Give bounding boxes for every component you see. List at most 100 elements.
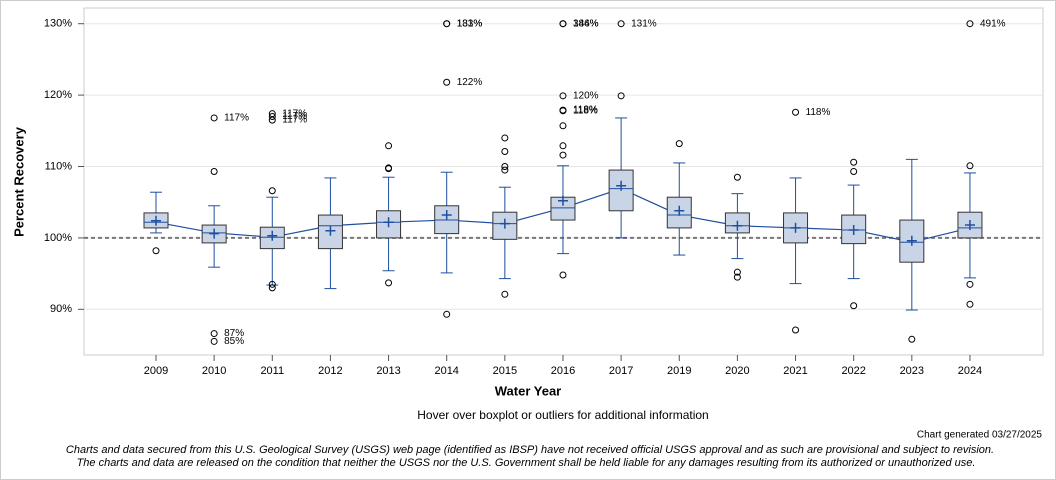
outlier xyxy=(966,20,974,28)
outlier xyxy=(210,330,218,338)
x-tick-label: 2013 xyxy=(376,365,400,377)
outlier-label: 120% xyxy=(573,90,599,101)
outlier xyxy=(733,173,741,181)
outlier xyxy=(733,273,741,281)
mean-marker xyxy=(499,218,510,229)
y-tick-label: 120% xyxy=(44,89,72,101)
mean-marker xyxy=(151,215,161,226)
y-axis-label: Percent Recovery xyxy=(11,126,26,237)
x-axis-label: Water Year xyxy=(495,383,562,398)
outlier xyxy=(850,158,858,166)
x-tick-label: 2015 xyxy=(493,365,517,377)
outlier xyxy=(501,148,509,156)
outlier-label: 117% xyxy=(282,111,307,122)
disclaimer: The charts and data are released on the … xyxy=(77,457,976,469)
x-tick-label: 2010 xyxy=(202,365,226,377)
outlier xyxy=(385,279,393,287)
plot-frame xyxy=(83,7,1044,356)
box xyxy=(957,211,983,239)
x-tick-label: 2024 xyxy=(958,365,982,377)
outlier-label: 85% xyxy=(224,336,244,347)
y-tick-label: 90% xyxy=(50,303,72,315)
x-tick-label: 2014 xyxy=(434,365,458,377)
outlier xyxy=(559,151,567,159)
outlier xyxy=(268,284,276,292)
outlier xyxy=(385,165,393,173)
x-tick-label: 2009 xyxy=(144,365,168,377)
x-tick-label: 2016 xyxy=(551,365,575,377)
outlier xyxy=(559,107,567,115)
outlier xyxy=(675,140,683,148)
subtitle: Hover over boxplot or outliers for addit… xyxy=(417,408,708,422)
box xyxy=(899,219,925,263)
outlier xyxy=(908,335,916,343)
y-tick-label: 110% xyxy=(45,160,73,172)
outlier xyxy=(501,163,509,171)
outlier-label: 131% xyxy=(457,18,483,29)
x-tick-label: 2022 xyxy=(841,365,865,377)
outlier xyxy=(792,326,800,334)
plot-area xyxy=(143,117,983,311)
outlier xyxy=(210,337,218,345)
outlier xyxy=(268,280,276,288)
disclaimer: Charts and data secured from this U.S. G… xyxy=(66,444,994,456)
x-tick-label: 2023 xyxy=(900,365,924,377)
mean-marker xyxy=(848,225,859,236)
generated-note: Chart generated 03/27/2025 xyxy=(917,430,1043,441)
outlier-label: 117% xyxy=(282,115,307,126)
outlier xyxy=(966,162,974,170)
y-tick-label: 130% xyxy=(44,18,72,30)
outlier xyxy=(850,168,858,176)
outlier xyxy=(501,290,509,298)
mean-marker xyxy=(383,217,394,228)
outlier xyxy=(850,302,858,310)
outlier-label: 87% xyxy=(224,328,244,339)
mean-marker xyxy=(616,180,627,191)
outlier-label: 346% xyxy=(573,18,599,29)
outlier-label: 184% xyxy=(573,18,599,29)
y-tick-label: 100% xyxy=(44,232,72,244)
outlier-label: 118% xyxy=(573,105,598,116)
outlier xyxy=(268,116,276,124)
mean-marker xyxy=(790,222,801,233)
outlier xyxy=(559,92,567,100)
x-tick-label: 2020 xyxy=(725,365,749,377)
mean-marker xyxy=(674,205,685,216)
outlier-label: 118% xyxy=(573,105,598,116)
outlier-label: 118% xyxy=(806,107,831,118)
x-tick-label: 2017 xyxy=(609,365,633,377)
mean-marker xyxy=(732,220,743,231)
outlier xyxy=(792,108,800,116)
mean-marker xyxy=(325,225,336,236)
outlier-label: 117% xyxy=(224,113,249,124)
outlier-label: 117% xyxy=(282,108,307,119)
outlier xyxy=(210,114,218,122)
outlier xyxy=(501,166,509,174)
outlier xyxy=(443,78,451,86)
outlier xyxy=(210,168,218,176)
x-tick-label: 2012 xyxy=(318,365,342,377)
outlier-label: 183% xyxy=(457,18,483,29)
outlier xyxy=(268,113,276,121)
outlier xyxy=(385,142,393,150)
x-tick-label: 2019 xyxy=(667,365,691,377)
outlier xyxy=(966,300,974,308)
outlier xyxy=(559,142,567,150)
mean-marker xyxy=(267,230,278,241)
mean-marker xyxy=(906,235,917,246)
outlier xyxy=(617,92,625,100)
outlier xyxy=(733,268,741,276)
outlier xyxy=(617,20,625,28)
x-tick-label: 2011 xyxy=(260,365,284,377)
mean-marker xyxy=(964,220,975,231)
outlier xyxy=(559,271,567,279)
outlier xyxy=(152,247,160,255)
outlier xyxy=(443,310,451,318)
outlier xyxy=(559,20,567,28)
x-tick-label: 2021 xyxy=(783,365,807,377)
outlier-label: 122% xyxy=(457,77,483,88)
outlier-label: 131% xyxy=(631,18,657,29)
